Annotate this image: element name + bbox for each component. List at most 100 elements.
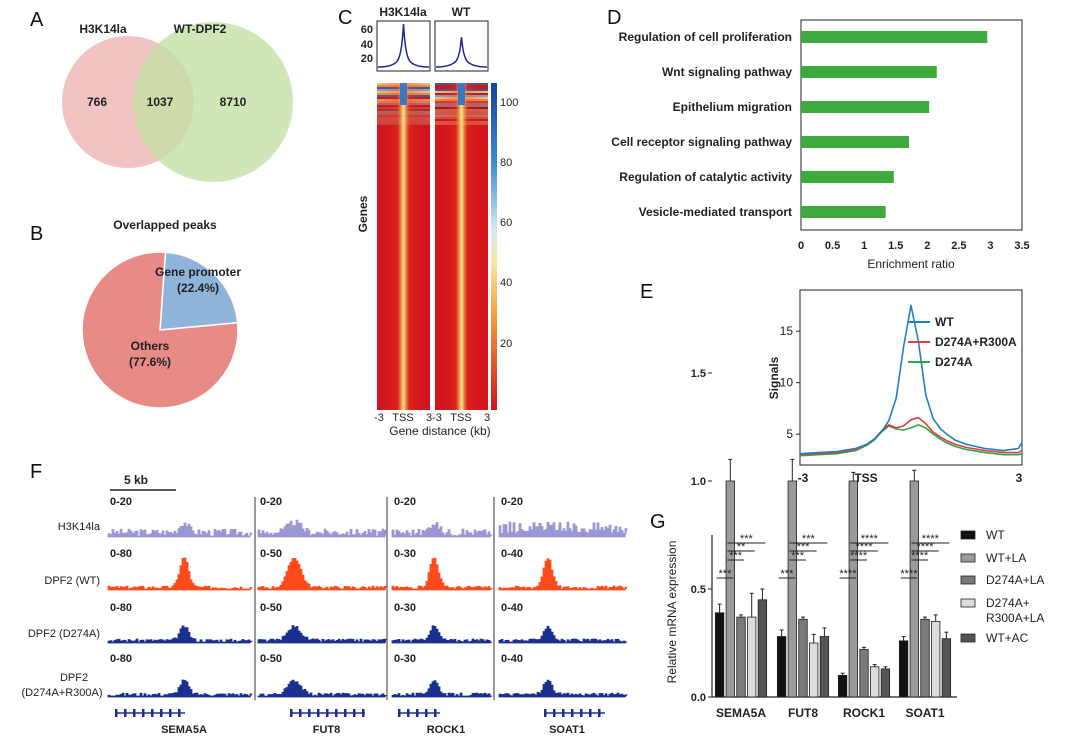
e-legend-label: WT <box>935 315 954 329</box>
g-significance-label: **** <box>855 541 873 553</box>
g-legend-label: WT <box>986 528 1005 542</box>
signal-track <box>498 558 628 591</box>
g-legend-swatch <box>960 553 976 563</box>
track-range: 0-80 <box>110 602 132 614</box>
d-category-label: Epithelium migration <box>673 100 792 114</box>
g-bar <box>736 616 746 698</box>
track-range: 0-40 <box>501 548 523 560</box>
d-bar <box>801 136 909 148</box>
g-legend-label: R300A+LA <box>986 611 1044 625</box>
g-bar <box>898 640 909 698</box>
track-range: 0-40 <box>501 602 523 614</box>
gene-exon <box>344 709 347 717</box>
g-significance-label: *** <box>797 541 811 553</box>
e-ylabel: Signals <box>767 356 781 399</box>
heatmap-xtick: -3 <box>374 412 384 424</box>
e-xtick: 3 <box>1016 471 1023 485</box>
track-range: 0-30 <box>394 653 416 665</box>
e-legend-label: D274A <box>935 355 973 369</box>
signal-line-chart: 15 10 5 Signals -3 TSS 3 WT D274A+R300A D274… <box>767 289 1023 485</box>
g-ytick: 1.0 <box>691 476 706 488</box>
d-bar <box>801 66 937 78</box>
e-legend-label: D274A+R300A <box>935 335 1017 349</box>
panel-label-d: D <box>607 7 621 29</box>
g-bar <box>931 621 941 698</box>
gene-exon <box>160 709 163 717</box>
d-category-label: Wnt signaling pathway <box>662 65 792 79</box>
g-ytick: 1.5 <box>691 368 706 380</box>
signal-track <box>498 625 628 644</box>
e-line-WT <box>799 304 1023 455</box>
venn-count-overlap: 1037 <box>147 95 174 109</box>
gene-exon <box>169 709 172 717</box>
g-bar <box>798 618 808 698</box>
g-significance-label: *** <box>719 568 733 580</box>
heatmap-xtick: TSS <box>392 412 413 424</box>
e-ytick: 10 <box>780 376 794 390</box>
signal-track <box>107 625 254 644</box>
heatmap-tss-stripe <box>377 83 430 410</box>
gene-exon <box>580 709 583 717</box>
heatmap-tss-top <box>400 83 407 105</box>
g-legend-label: D274A+ <box>986 596 1030 610</box>
track-label-dpf2-d274a: DPF2 (D274A) <box>28 628 100 640</box>
g-bar <box>747 616 757 698</box>
g-bar <box>870 666 880 698</box>
signal-track <box>257 558 387 591</box>
g-bar <box>725 480 735 698</box>
g-significance-label: **** <box>850 550 868 562</box>
heatmap-tss-stripe <box>435 83 488 410</box>
signal-track <box>391 522 493 538</box>
g-bar <box>819 636 830 698</box>
d-xlabel: Enrichment ratio <box>867 257 955 271</box>
gene-exon <box>317 709 320 717</box>
g-ytick: 0.5 <box>691 584 706 596</box>
gene-exon <box>589 709 592 717</box>
heatmap-xtick: 3 <box>484 412 490 424</box>
g-significance-label: *** <box>740 533 754 545</box>
venn-label-h3k14la: H3K14la <box>79 22 127 36</box>
signal-track <box>391 625 493 644</box>
profile-box-wt <box>434 20 489 72</box>
g-legend-label: WT+LA <box>986 551 1026 565</box>
pie-label-others: Others <box>131 339 170 353</box>
g-bar <box>880 668 891 698</box>
track-label-dpf2-double-mutant: (D274A+R300A) <box>21 687 102 699</box>
pie-title: Overlapped peaks <box>113 218 217 232</box>
plot-frame <box>800 19 1023 231</box>
gene-exon <box>362 709 365 717</box>
gene-exon <box>115 709 118 717</box>
gene-name: ROCK1 <box>427 724 466 736</box>
d-bar <box>801 206 886 218</box>
gene-exon <box>553 709 556 717</box>
e-xtick: TSS <box>854 471 877 485</box>
signal-track <box>107 522 253 538</box>
g-category-label: ROCK1 <box>843 706 885 720</box>
g-significance-label: **** <box>916 541 934 553</box>
g-significance-label: **** <box>900 568 918 580</box>
pie-slice <box>81 251 239 409</box>
track-range: 0-40 <box>501 653 523 665</box>
g-bar <box>909 480 919 698</box>
d-xtick: 1.5 <box>888 240 903 252</box>
track-label-dpf2-wt: DPF2 (WT) <box>44 575 100 587</box>
pie-slice <box>159 251 239 331</box>
venn-circle-wtdpf2 <box>133 22 293 182</box>
heatmap-column-h3k14la: H3K14la <box>379 5 427 19</box>
d-xtick: 3 <box>987 240 993 252</box>
profile-line <box>377 24 430 68</box>
pie-label-promoter: Gene promoter <box>155 265 241 279</box>
panel-label-g: G <box>650 511 666 533</box>
track-range: 0-20 <box>260 496 282 508</box>
heatmap-tss-top <box>458 83 465 105</box>
g-bar <box>941 638 952 698</box>
d-xtick: 0 <box>798 240 804 252</box>
signal-track <box>257 625 387 644</box>
e-line-D274A <box>799 424 1023 457</box>
d-category-label: Cell receptor signaling pathway <box>611 135 792 149</box>
colorbar-tick: 60 <box>500 217 512 229</box>
signal-track <box>257 679 387 698</box>
colorbar-tick: 80 <box>500 157 512 169</box>
